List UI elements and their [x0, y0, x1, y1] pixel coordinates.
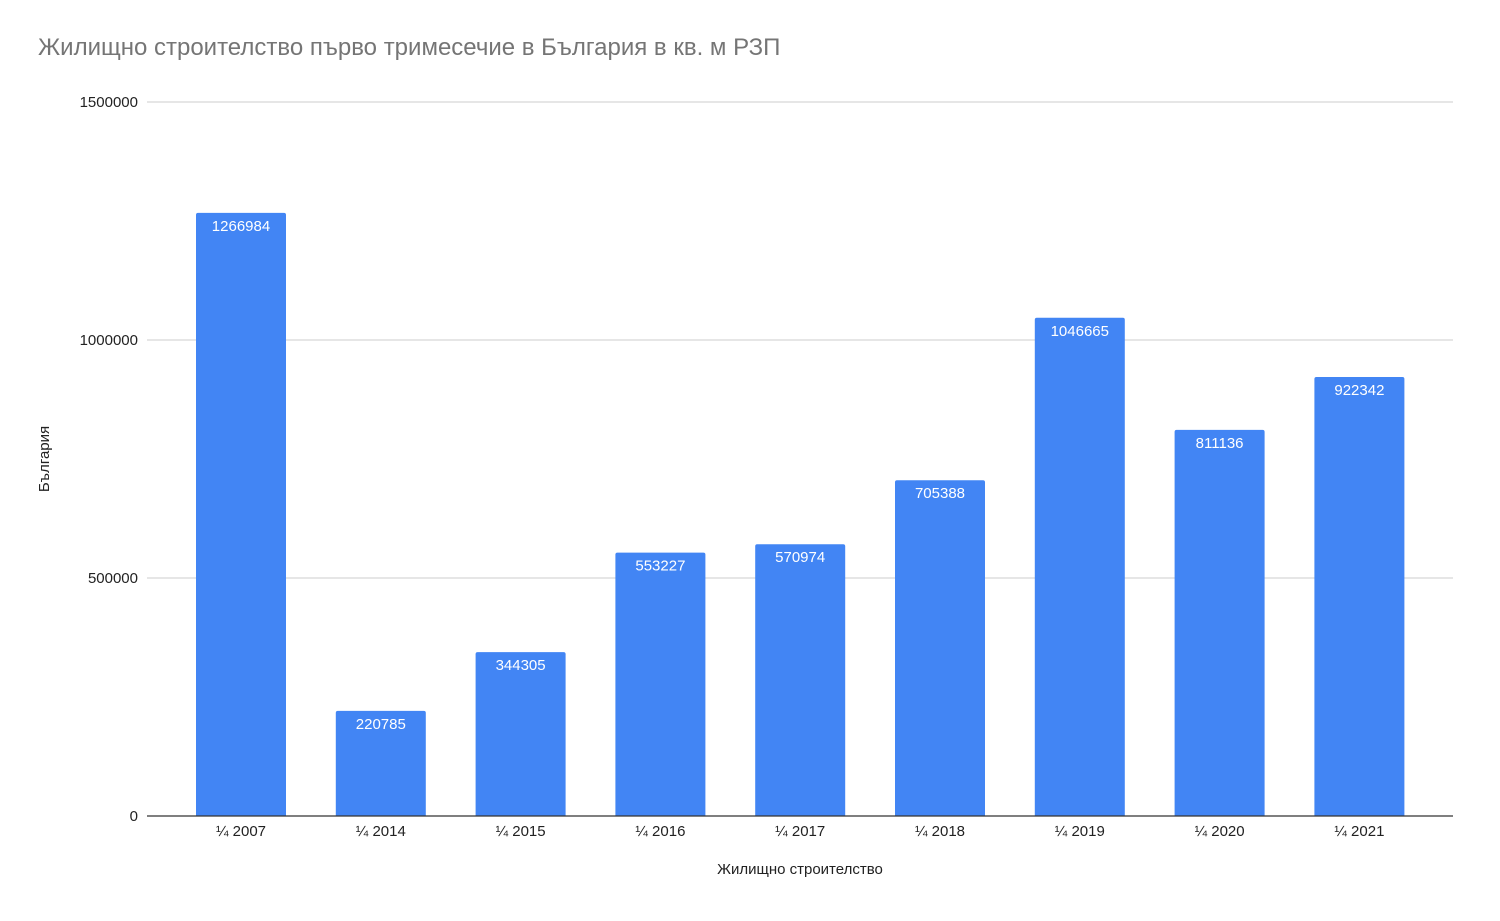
y-tick-label: 1500000: [80, 94, 138, 111]
x-tick-label: ¼ 2007: [216, 823, 266, 840]
data-label: 220785: [356, 716, 406, 733]
bar: [1034, 317, 1125, 816]
data-label: 553227: [635, 558, 685, 575]
x-tick-label: ¼ 2016: [635, 823, 685, 840]
data-label: 1046665: [1051, 323, 1109, 340]
bar: [335, 710, 426, 816]
x-tick-label: ¼ 2014: [356, 823, 406, 840]
bar: [1174, 429, 1265, 816]
y-tick-label: 500000: [88, 570, 138, 587]
data-label: 1266984: [212, 218, 270, 235]
data-label: 811136: [1196, 435, 1244, 452]
bars: [196, 212, 1405, 816]
y-axis-title: България: [36, 426, 53, 492]
y-tick-labels: 0 500000 1000000 1500000: [80, 94, 138, 825]
data-label: 922342: [1334, 382, 1384, 399]
bar: [895, 480, 985, 816]
data-label: 570974: [775, 549, 825, 566]
x-axis-title: Жилищно строителство: [717, 861, 883, 878]
bar: [196, 212, 286, 816]
y-tick-label: 1000000: [80, 332, 138, 349]
bar: [755, 544, 846, 816]
x-tick-label: ¼ 2020: [1195, 823, 1245, 840]
x-tick-label: ¼ 2017: [775, 823, 825, 840]
bar: [475, 652, 566, 816]
x-tick-labels: ¼ 2007 ¼ 2014 ¼ 2015 ¼ 2016 ¼ 2017 ¼ 2018 ¼ 20…: [216, 823, 1384, 840]
x-tick-label: ¼ 2021: [1334, 823, 1384, 840]
y-tick-label: 0: [130, 808, 138, 825]
x-tick-label: ¼ 2018: [915, 823, 965, 840]
data-labels: 1266984 220785 344305 553227 570974 705388 104…: [212, 218, 1385, 733]
data-label: 705388: [915, 485, 965, 502]
bar: [615, 552, 706, 816]
data-label: 344305: [496, 657, 546, 674]
x-tick-label: ¼ 2015: [496, 823, 546, 840]
chart-title: Жилищно строителство първо тримесечие в …: [38, 34, 781, 61]
bar: [1314, 376, 1405, 816]
x-tick-label: ¼ 2019: [1055, 823, 1105, 840]
